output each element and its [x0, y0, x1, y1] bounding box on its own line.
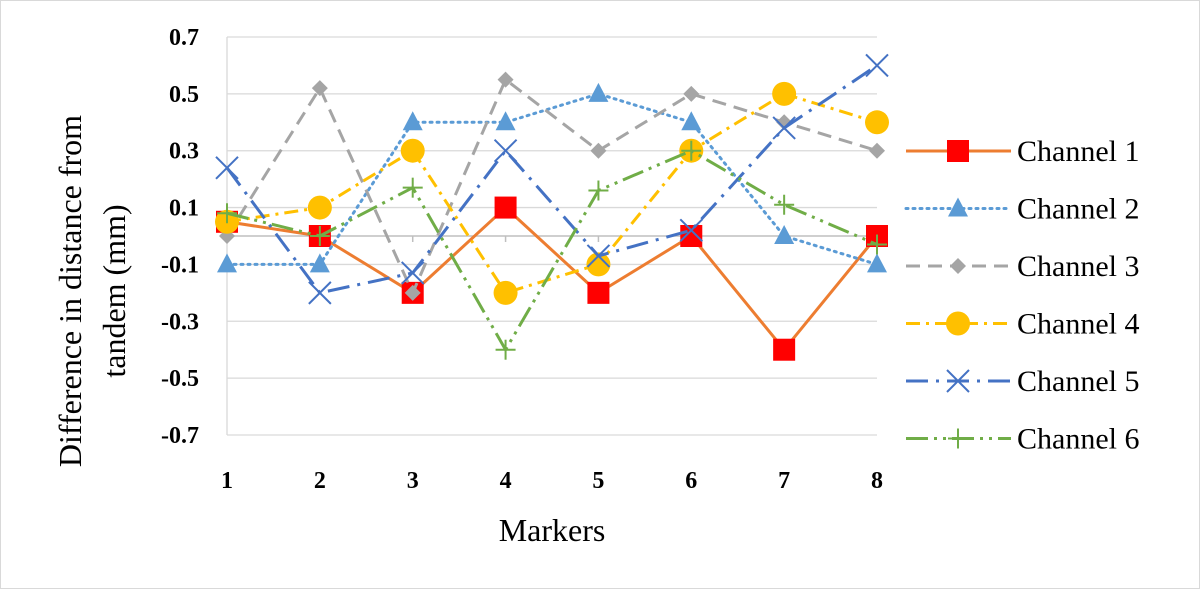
legend: Channel 1 Channel 2 Channel 3 Channel 4 Chan…: [904, 135, 1139, 456]
marker-diamond: [404, 284, 421, 301]
marker-diamond: [950, 258, 966, 274]
marker-square: [494, 196, 517, 219]
series-4: [215, 81, 889, 305]
marker-x: [308, 281, 332, 305]
marker-plus: [774, 194, 795, 215]
marker-circle: [772, 81, 797, 106]
marker-x: [215, 156, 239, 180]
marker-triangle: [309, 253, 330, 273]
x-tick-label: 3: [407, 468, 419, 494]
series-2: [217, 82, 887, 273]
legend-item: Channel 1: [906, 135, 1139, 168]
marker-circle: [586, 252, 611, 277]
marker-circle: [865, 110, 889, 135]
legend-label: Channel 3: [1017, 250, 1139, 283]
y-tick-label: 0.3: [169, 139, 199, 165]
marker-square: [587, 281, 610, 304]
legend-item: Channel 2: [904, 193, 1139, 226]
series-3: [219, 71, 885, 301]
marker-plus: [495, 339, 516, 360]
y-tick-label: 0.5: [169, 82, 199, 108]
marker-x: [401, 261, 425, 285]
series-line: [226, 206, 879, 352]
marker-circle: [946, 311, 970, 336]
x-tick-label: 6: [685, 468, 697, 494]
marker-square: [947, 140, 969, 162]
series-group: [215, 53, 889, 361]
x-tick-label: 5: [592, 468, 604, 494]
marker-triangle: [867, 253, 887, 273]
marker-plus: [309, 226, 330, 246]
marker-triangle: [495, 111, 516, 131]
x-tick-label: 1: [221, 468, 233, 494]
x-tick-label: 2: [314, 468, 326, 494]
marker-diamond: [683, 85, 700, 102]
marker-x: [679, 218, 703, 243]
marker-diamond: [776, 114, 793, 131]
marker-diamond: [869, 142, 885, 159]
marker-x: [946, 369, 970, 393]
series-line: [225, 64, 878, 295]
marker-plus: [402, 177, 423, 198]
marker-x: [493, 139, 518, 163]
marker-x: [772, 116, 796, 140]
marker-x: [586, 244, 611, 268]
marker-diamond: [311, 80, 328, 97]
y-tick-label: 0.7: [169, 25, 199, 51]
legend-item: Channel 5: [906, 365, 1139, 398]
marker-triangle: [681, 111, 702, 131]
x-tick-label: 7: [778, 468, 790, 494]
marker-triangle: [402, 111, 423, 131]
marker-plus: [867, 234, 887, 255]
legend-label: Channel 1: [1017, 135, 1139, 168]
marker-square: [680, 225, 703, 247]
legend-item: Channel 6: [906, 423, 1139, 456]
marker-diamond: [590, 142, 607, 159]
marker-triangle: [948, 197, 968, 217]
x-axis-ticks: 1 2 3 4 5 6 7 8: [221, 468, 883, 494]
marker-triangle: [588, 82, 609, 102]
x-tick-label: 4: [500, 468, 512, 494]
x-axis-title: Markers: [499, 512, 606, 548]
y-axis-ticks: 0.7 0.5 0.3 0.1 -0.1 -0.3 -0.5 -0.7: [161, 25, 199, 449]
marker-triangle: [774, 225, 795, 244]
legend-label: Channel 2: [1017, 193, 1139, 226]
marker-plus: [588, 180, 609, 201]
y-tick-label: -0.3: [161, 309, 199, 335]
marker-x: [865, 53, 889, 78]
series-line: [225, 92, 879, 266]
y-axis-title-line-1: Difference in distance from: [52, 115, 88, 467]
series-6: [217, 140, 887, 360]
y-tick-label: -0.1: [161, 252, 199, 278]
series-5: [215, 53, 889, 305]
series-line: [226, 149, 878, 352]
marker-square: [773, 338, 796, 361]
marker-triangle: [217, 253, 237, 273]
marker-plus: [681, 140, 702, 161]
legend-item: Channel 3: [906, 250, 1139, 283]
legend-label: Channel 4: [1017, 308, 1139, 341]
legend-label: Channel 6: [1017, 423, 1139, 456]
marker-plus: [948, 428, 968, 449]
series-1: [216, 196, 888, 361]
y-tick-label: -0.7: [161, 423, 199, 449]
legend-item: Channel 4: [906, 308, 1139, 341]
marker-circle: [307, 195, 332, 220]
marker-plus: [217, 203, 237, 224]
series-line: [226, 92, 878, 295]
y-axis-title-line-2: tandem (mm): [96, 204, 132, 377]
legend-label: Channel 5: [1017, 365, 1139, 398]
marker-circle: [400, 138, 425, 163]
marker-circle: [493, 280, 518, 305]
series-line: [225, 78, 878, 295]
x-tick-label: 8: [871, 468, 883, 494]
y-tick-label: 0.1: [169, 196, 199, 222]
y-tick-label: -0.5: [161, 366, 199, 392]
marker-diamond: [497, 71, 514, 88]
